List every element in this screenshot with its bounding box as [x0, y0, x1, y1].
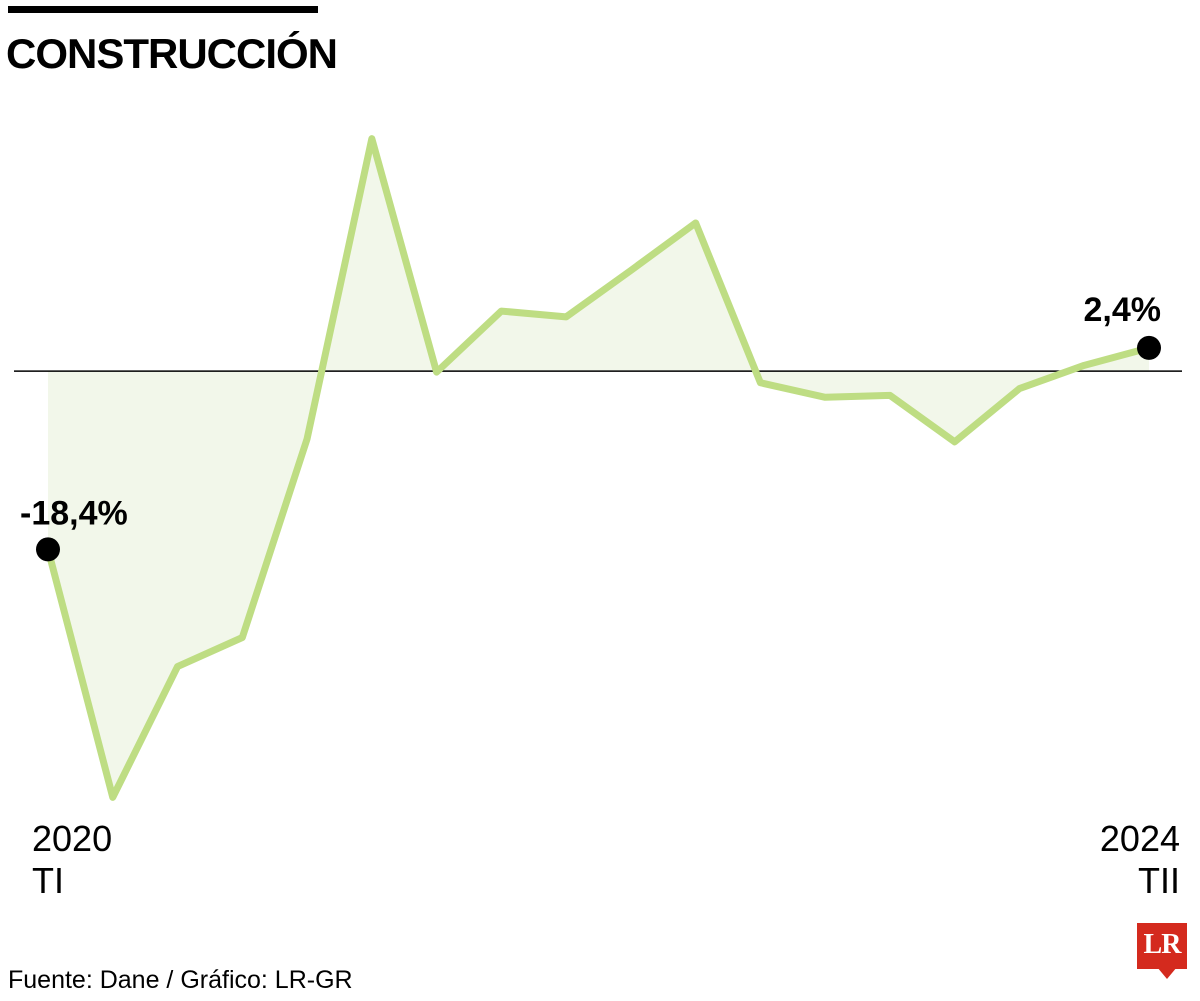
data-point — [369, 136, 375, 142]
data-point — [1016, 386, 1022, 392]
data-point — [498, 308, 504, 314]
lr-logo: LR — [1137, 923, 1187, 979]
x-end-year: 2024 — [1099, 818, 1180, 859]
series-line-layer — [44, 135, 1153, 801]
data-point — [175, 664, 181, 670]
data-point — [822, 394, 828, 400]
marker-layer: -18,4% 2,4% — [20, 136, 1162, 800]
data-label: 2,4% — [1084, 291, 1162, 329]
data-point — [887, 392, 893, 398]
highlight-point-marker — [1137, 335, 1161, 360]
data-point — [952, 439, 958, 445]
x-start-year: 2020 — [32, 818, 113, 859]
x-axis-end-label: 2024 TII — [1100, 818, 1180, 902]
data-point — [693, 220, 699, 226]
data-point — [434, 369, 440, 375]
area-fill — [48, 138, 1149, 798]
data-point — [628, 267, 634, 273]
data-point — [563, 314, 569, 320]
series-line — [44, 135, 1153, 801]
logo-text: LR — [1143, 929, 1182, 960]
x-start-quarter: TI — [32, 860, 64, 901]
data-point — [757, 380, 763, 386]
data-point — [239, 635, 245, 641]
source-note: Fuente: Dane / Gráfico: LR-GR — [8, 966, 353, 994]
data-point — [1081, 362, 1087, 368]
data-point — [304, 436, 310, 442]
title-rule — [8, 6, 318, 13]
area-layer — [48, 138, 1149, 798]
x-end-quarter: TII — [1138, 860, 1180, 901]
data-point — [110, 794, 116, 800]
highlight-point-marker — [36, 537, 60, 562]
x-axis-start-label: 2020 TI — [32, 818, 112, 902]
data-label: -18,4% — [20, 494, 128, 532]
chart-title: CONSTRUCCIÓN — [6, 30, 338, 77]
